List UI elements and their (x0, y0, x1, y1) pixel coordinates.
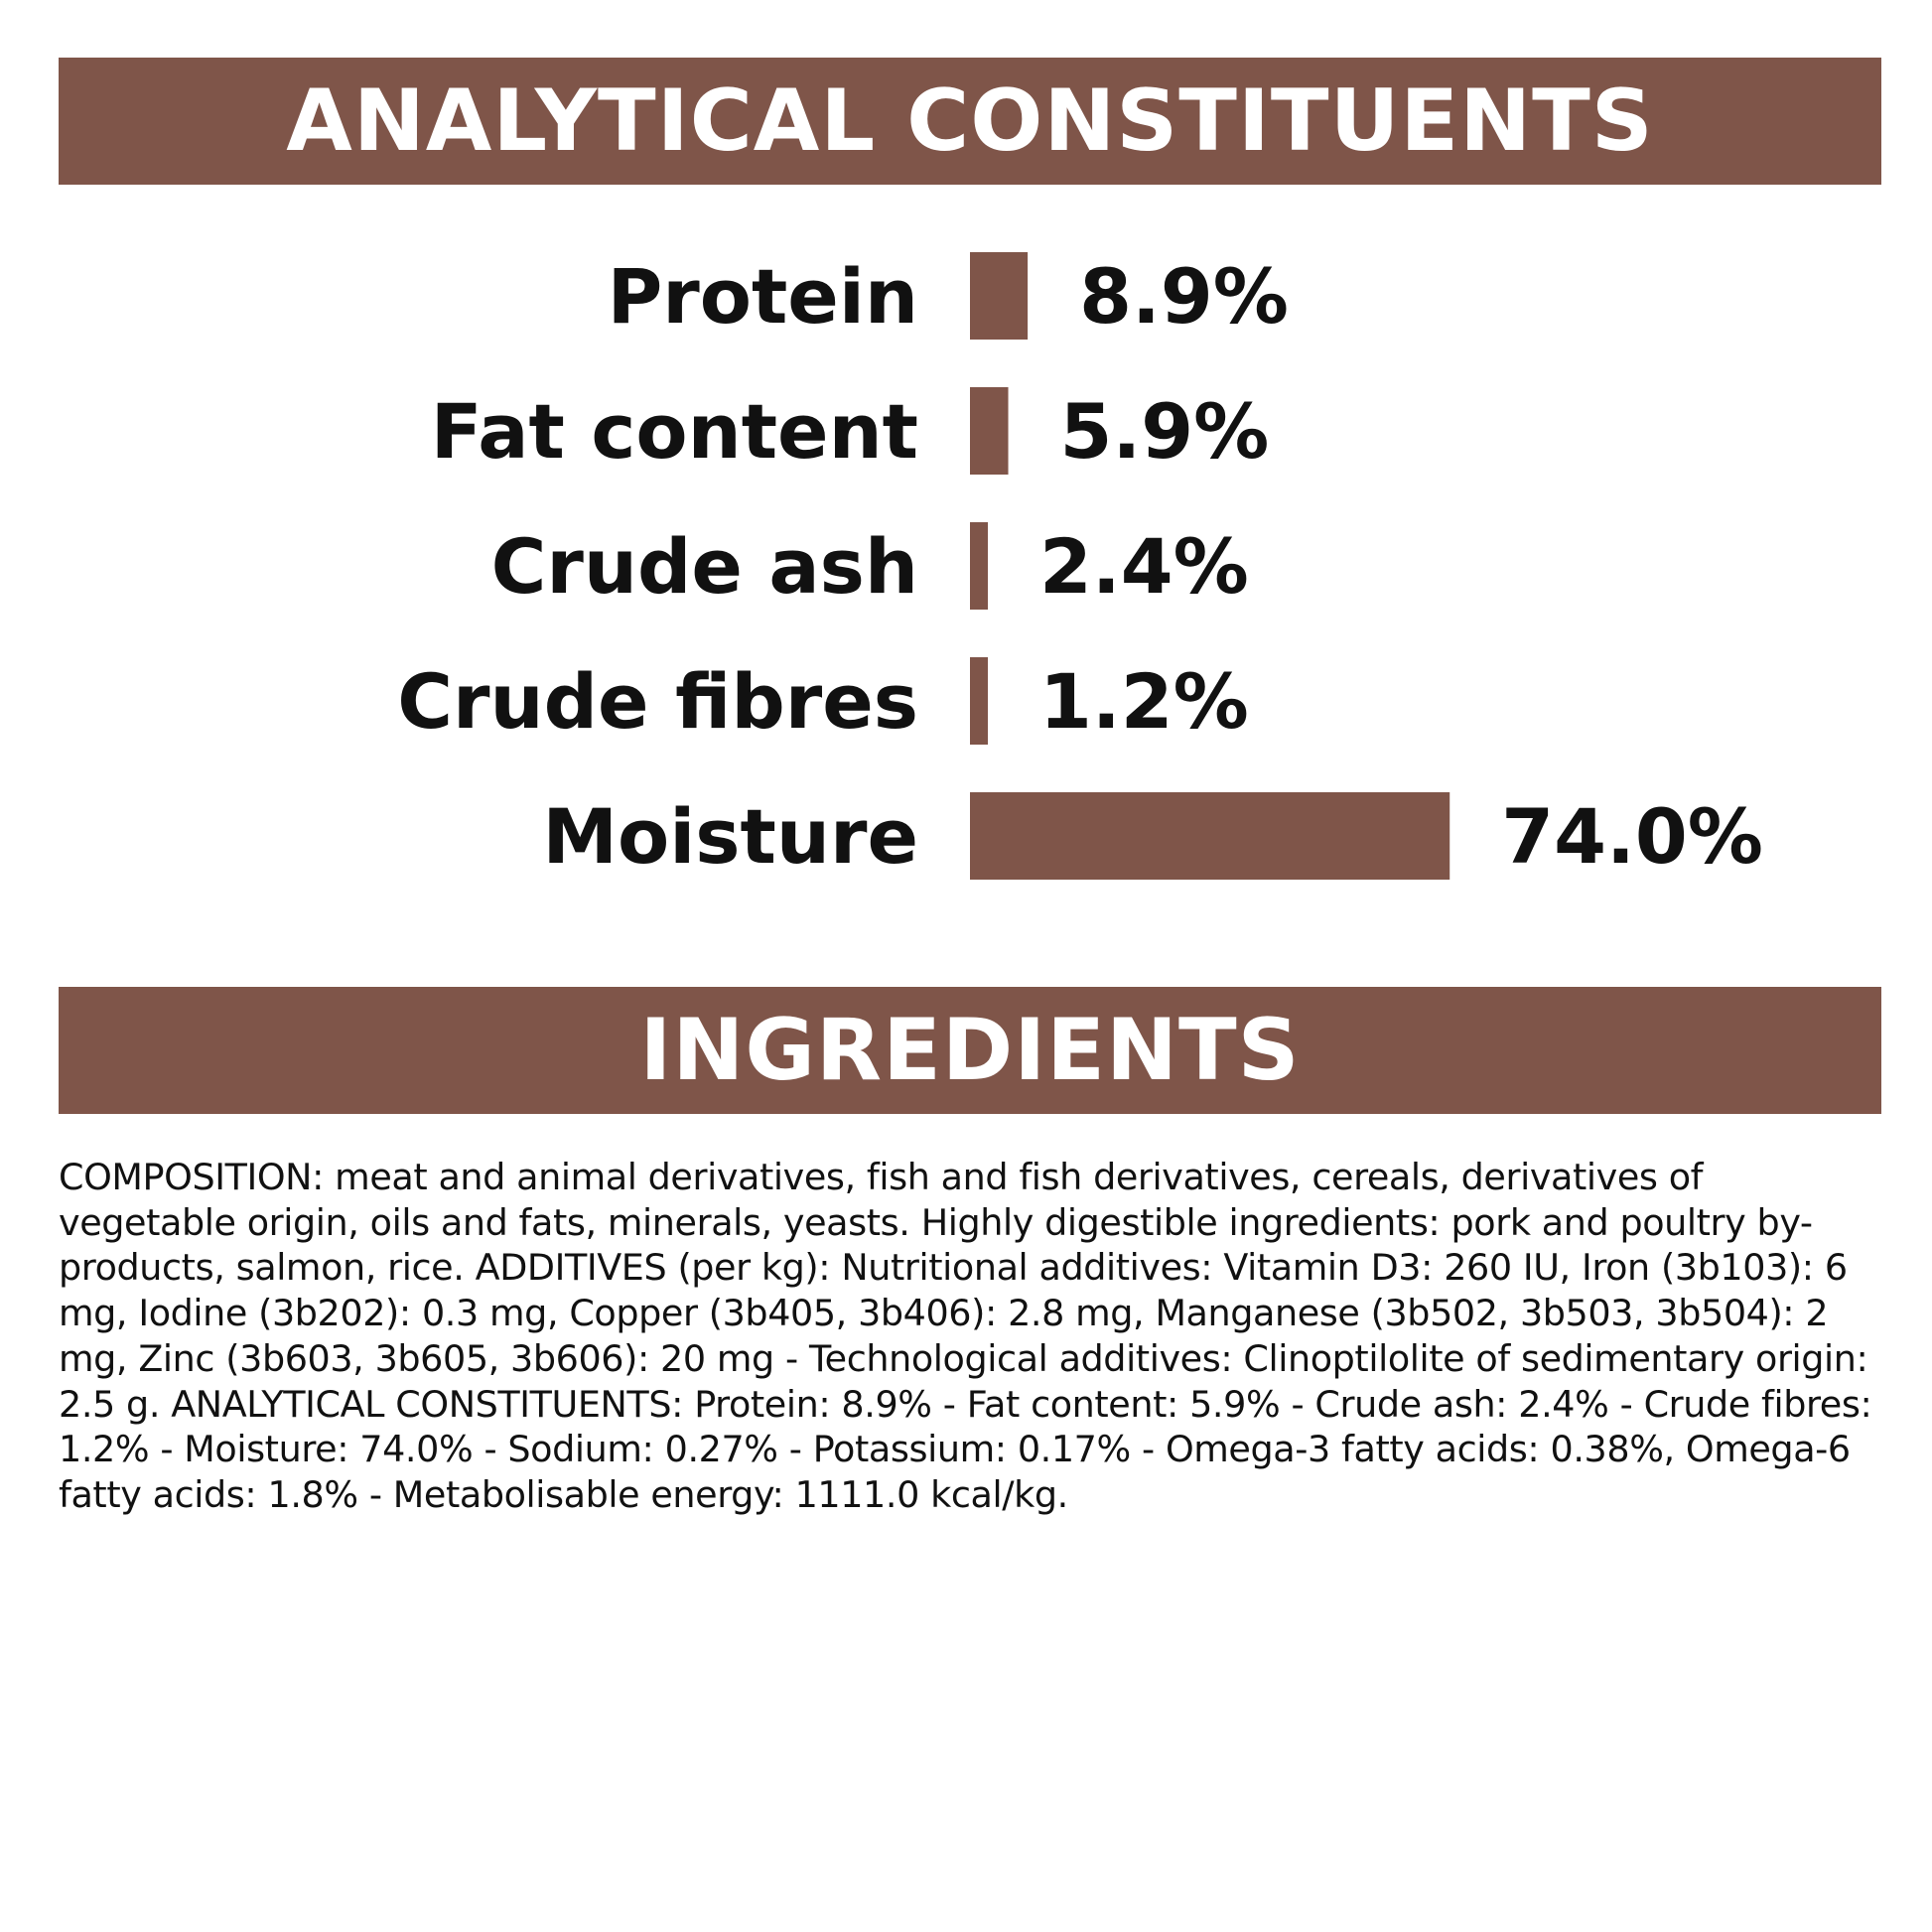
analytical-constituents-header: ANALYTICAL CONSTITUENTS (59, 58, 1881, 185)
value-label: 1.2% (1039, 657, 1249, 746)
bar (970, 792, 1450, 880)
bar (970, 387, 1009, 475)
composition-text: COMPOSITION: meat and animal derivatives… (59, 1156, 1872, 1516)
bar (970, 522, 988, 610)
value-label: 74.0% (1501, 792, 1763, 881)
category-label: Protein (608, 252, 918, 341)
bar (970, 252, 1029, 340)
category-label: Fat content (431, 387, 918, 476)
value-label: 2.4% (1039, 522, 1249, 611)
value-label: 8.9% (1079, 252, 1289, 341)
category-label: Crude fibres (397, 657, 918, 746)
category-label: Crude ash (491, 522, 918, 611)
analytical-constituents-chart: Protein 8.9% Fat content 5.9% Crude ash 2.4% C… (397, 252, 1763, 881)
bar (970, 657, 988, 745)
category-label: Moisture (542, 792, 918, 881)
ingredients-header: INGREDIENTS (59, 987, 1881, 1114)
value-label: 5.9% (1060, 387, 1270, 476)
